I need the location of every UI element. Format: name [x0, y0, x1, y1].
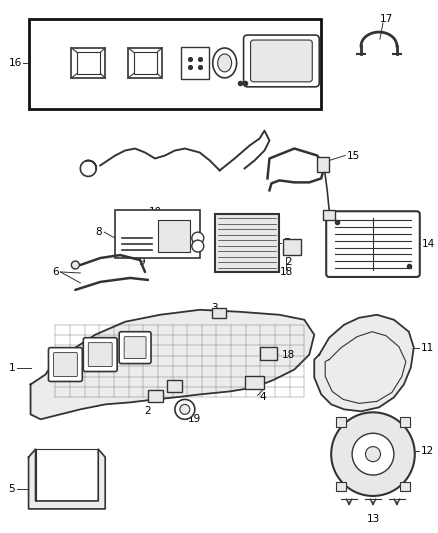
Bar — [167, 381, 182, 392]
FancyBboxPatch shape — [326, 211, 420, 277]
Text: 1: 1 — [9, 362, 15, 373]
Bar — [212, 308, 226, 318]
Polygon shape — [314, 315, 414, 411]
Circle shape — [192, 240, 204, 252]
FancyBboxPatch shape — [119, 332, 151, 364]
Bar — [128, 48, 162, 78]
FancyBboxPatch shape — [244, 35, 319, 87]
Text: 4: 4 — [259, 392, 266, 402]
Circle shape — [352, 433, 394, 475]
FancyBboxPatch shape — [53, 353, 78, 376]
FancyBboxPatch shape — [124, 337, 146, 359]
Bar — [400, 417, 410, 427]
Bar — [317, 157, 329, 173]
Text: 16: 16 — [9, 58, 22, 68]
Text: 11: 11 — [421, 343, 434, 353]
Text: 2: 2 — [286, 257, 292, 267]
Text: 18: 18 — [281, 350, 295, 360]
Text: 5: 5 — [9, 484, 15, 494]
FancyBboxPatch shape — [49, 348, 82, 382]
Circle shape — [180, 405, 190, 414]
Bar — [28, 19, 321, 109]
Bar — [244, 376, 265, 390]
Polygon shape — [28, 449, 105, 509]
Circle shape — [331, 413, 415, 496]
Circle shape — [192, 232, 204, 244]
Text: 15: 15 — [347, 150, 360, 160]
Bar — [215, 214, 279, 272]
Text: 18: 18 — [279, 267, 293, 277]
Bar — [336, 417, 346, 427]
Text: 17: 17 — [380, 14, 393, 24]
Bar — [181, 47, 209, 79]
Bar — [323, 210, 335, 220]
Polygon shape — [31, 310, 314, 419]
Text: 14: 14 — [422, 239, 435, 249]
Text: 19: 19 — [188, 414, 201, 424]
Text: 12: 12 — [421, 446, 434, 456]
Text: 3: 3 — [212, 303, 218, 313]
FancyBboxPatch shape — [83, 338, 117, 372]
FancyBboxPatch shape — [251, 40, 312, 82]
Ellipse shape — [218, 54, 232, 72]
Text: 10: 10 — [148, 207, 162, 217]
Bar — [115, 210, 200, 258]
Circle shape — [365, 447, 381, 462]
Bar — [71, 48, 105, 78]
Circle shape — [175, 399, 195, 419]
Bar — [336, 481, 346, 491]
Bar — [158, 220, 190, 252]
Ellipse shape — [213, 48, 237, 78]
Bar — [283, 239, 301, 255]
Text: 6: 6 — [52, 267, 58, 277]
Bar — [400, 481, 410, 491]
Text: 7: 7 — [283, 238, 290, 248]
Bar — [134, 52, 157, 74]
Text: 2: 2 — [145, 406, 152, 416]
Text: 8: 8 — [95, 227, 102, 237]
FancyBboxPatch shape — [88, 343, 112, 367]
Bar — [259, 346, 277, 360]
Text: 9: 9 — [139, 257, 145, 267]
Bar — [77, 52, 100, 74]
Text: 13: 13 — [366, 514, 380, 524]
Bar — [148, 391, 163, 402]
Circle shape — [71, 261, 79, 269]
